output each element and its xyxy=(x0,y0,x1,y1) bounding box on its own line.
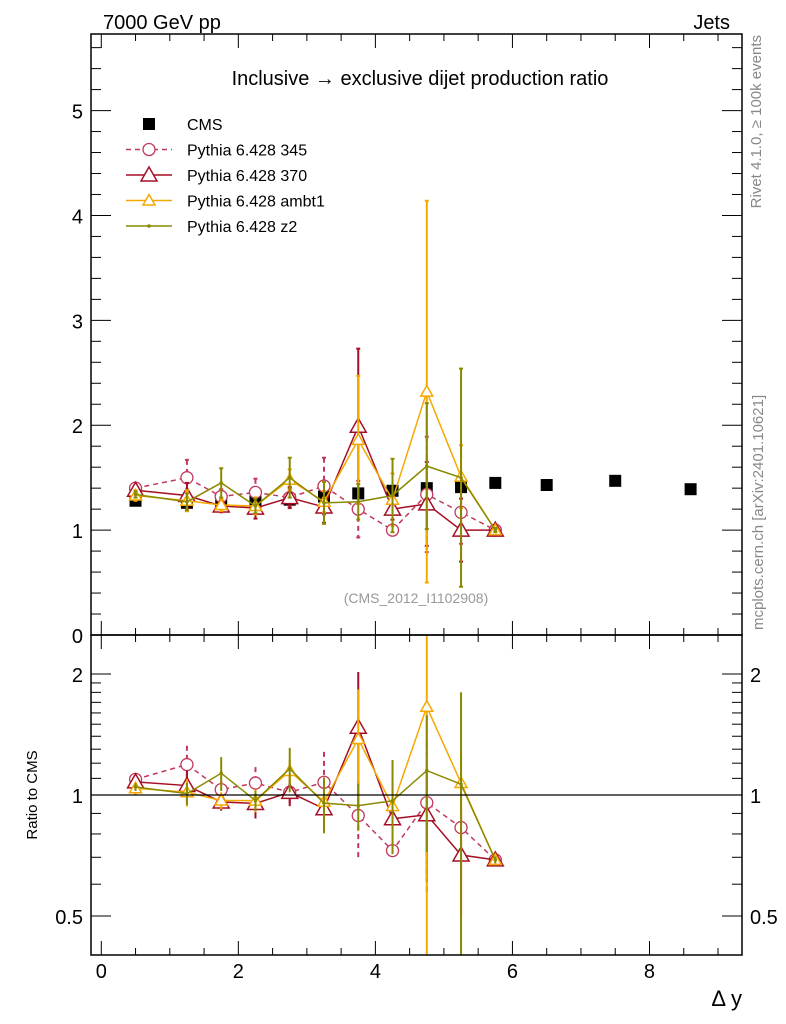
x-tick-label: 0 xyxy=(96,961,107,983)
ratio-data-point xyxy=(213,793,229,806)
ratio-data-point xyxy=(248,776,263,790)
mcplots-label: mcplots.cern.ch [arXiv:2401.10621] xyxy=(750,395,767,630)
x-tick-label: 6 xyxy=(507,961,518,983)
marks xyxy=(126,199,697,955)
ratio-data-point xyxy=(493,858,498,862)
data-point xyxy=(180,471,194,485)
data-point xyxy=(424,464,429,468)
data-point xyxy=(684,483,697,496)
header-left: 7000 GeV pp xyxy=(103,12,221,34)
y-tick-label: 2 xyxy=(72,416,83,438)
data-point xyxy=(185,499,189,504)
data-point xyxy=(609,474,622,487)
legend-label: Pythia 6.428 ambt1 xyxy=(187,194,325,211)
ratio-data-point xyxy=(322,801,326,805)
ratio-data-point xyxy=(350,731,366,745)
ratio-data-point xyxy=(287,766,292,771)
data-point xyxy=(390,493,395,498)
legend: CMS Pythia 6.428 345 Pythia 6.428 370 Pythi… xyxy=(126,117,325,236)
data-point xyxy=(459,475,463,480)
data-point xyxy=(322,501,326,505)
data-point xyxy=(356,499,361,504)
series-3 xyxy=(128,199,503,955)
ratio-data-point xyxy=(419,699,435,713)
x-axis-label: Δ y xyxy=(711,986,742,1011)
y-tick-label: 4 xyxy=(72,206,83,228)
legend-marker xyxy=(147,224,151,228)
chart-title: Inclusive → exclusive dijet production r… xyxy=(232,68,609,90)
y-tick-label: 0 xyxy=(72,626,83,648)
x-tick-label: 4 xyxy=(370,961,381,983)
series-line xyxy=(135,389,496,531)
axes: 0 2 4 6 8 0 1 2 3 4 5 0.5 0.5 1 1 2 2 xyxy=(55,33,778,983)
x-tick-label: 2 xyxy=(233,961,244,983)
data-point xyxy=(419,384,435,397)
series-4 xyxy=(133,367,498,955)
legend-label: CMS xyxy=(187,117,223,134)
ratio-y-tick-label-right: 1 xyxy=(750,786,761,808)
legend-label: Pythia 6.428 z2 xyxy=(187,219,297,236)
legend-marker xyxy=(143,118,155,130)
ratio-data-point xyxy=(253,798,258,803)
ratio-y-axis-label: Ratio to CMS xyxy=(24,750,41,839)
x-tick-label: 8 xyxy=(644,961,655,983)
header-right: Jets xyxy=(693,12,730,34)
ratio-y-tick-label: 2 xyxy=(72,665,83,687)
legend-marker xyxy=(139,165,159,182)
y-tick-label: 3 xyxy=(72,311,83,333)
ratio-data-point xyxy=(459,782,463,786)
y-tick-label: 1 xyxy=(72,521,83,543)
data-point xyxy=(219,481,223,485)
ratio-data-point xyxy=(390,799,395,803)
ratio-data-point xyxy=(356,803,361,808)
ratio-y-tick-label-right: 2 xyxy=(750,665,761,687)
data-point xyxy=(540,479,553,492)
ratio-data-point xyxy=(424,768,429,773)
data-point xyxy=(133,492,138,497)
data-point xyxy=(493,528,498,532)
rivet-label: Rivet 4.1.0, ≥ 100k events xyxy=(748,35,765,208)
data-point xyxy=(350,432,366,446)
series-2 xyxy=(126,347,505,918)
legend-marker xyxy=(142,142,156,157)
ratio-y-tick-label: 0.5 xyxy=(55,907,83,929)
analysis-annotation: (CMS_2012_I1102908) xyxy=(344,590,489,606)
data-point xyxy=(287,475,292,480)
legend-label: Pythia 6.428 345 xyxy=(187,143,307,160)
ratio-y-tick-label-right: 0.5 xyxy=(750,907,778,929)
data-point xyxy=(248,485,263,500)
data-point xyxy=(489,476,502,489)
legend-marker xyxy=(141,192,157,206)
data-point xyxy=(213,497,229,511)
data-point xyxy=(253,504,258,508)
ratio-data-point xyxy=(219,771,223,776)
y-tick-label: 5 xyxy=(72,102,83,124)
ratio-data-point xyxy=(133,785,138,789)
legend-label: Pythia 6.428 370 xyxy=(187,168,307,185)
ratio-series-line xyxy=(135,763,496,861)
ratio-y-tick-label: 1 xyxy=(72,786,83,808)
ratio-data-point xyxy=(180,757,194,772)
